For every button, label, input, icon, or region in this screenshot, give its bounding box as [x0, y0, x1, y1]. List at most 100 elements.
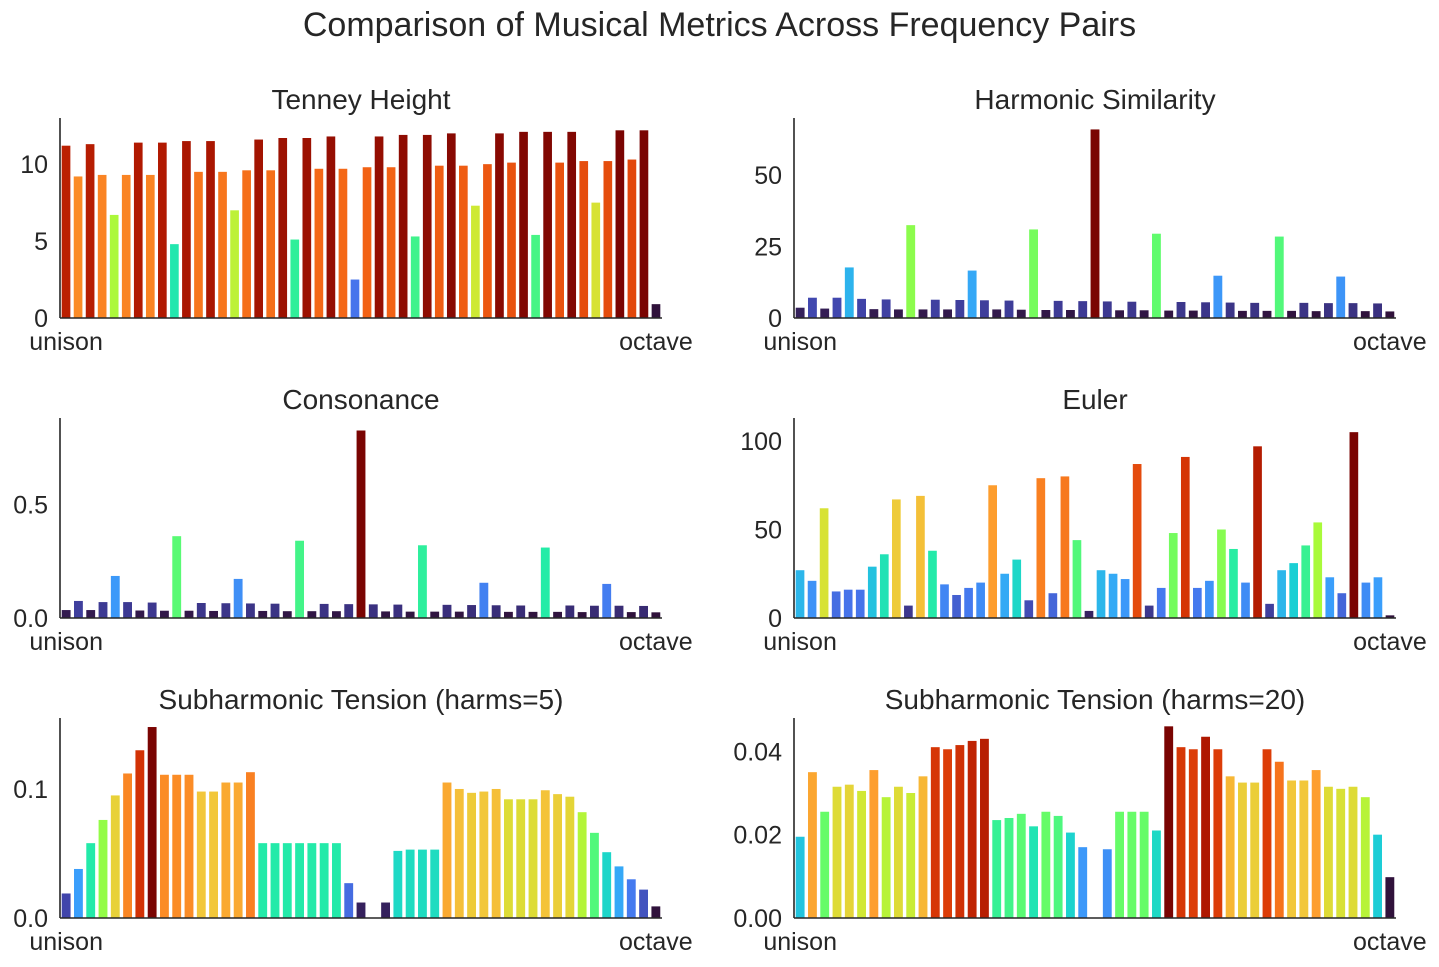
- bar: [1127, 811, 1137, 918]
- bar: [1012, 559, 1022, 618]
- bar: [943, 309, 952, 318]
- bar: [1066, 310, 1075, 318]
- bar: [1229, 548, 1238, 618]
- bar: [209, 610, 218, 618]
- bar: [326, 136, 336, 318]
- bar: [434, 165, 444, 318]
- bar: [233, 782, 243, 918]
- bar: [1373, 834, 1382, 918]
- bar: [1311, 311, 1321, 318]
- bar: [602, 852, 612, 918]
- chart-subharmonic-tension-5: Subharmonic Tension (harms=5) 0.0 0.1 uniso…: [13, 684, 692, 956]
- bar: [307, 843, 317, 918]
- bar: [350, 279, 360, 318]
- bar: [98, 602, 108, 618]
- bar: [270, 603, 280, 618]
- bar: [1066, 832, 1075, 918]
- bar: [1213, 749, 1223, 918]
- bar: [307, 611, 317, 618]
- bar: [844, 784, 854, 918]
- x-tick-label-octave: octave: [1353, 628, 1427, 656]
- y-tick-label: 10: [20, 151, 48, 179]
- bar: [1029, 229, 1038, 318]
- bar: [857, 298, 866, 318]
- bar: [338, 168, 348, 318]
- bar: [651, 304, 661, 318]
- y-tick-label: 0.0: [13, 905, 48, 933]
- bar: [1078, 847, 1088, 918]
- bar: [516, 799, 526, 918]
- bar: [565, 605, 575, 618]
- panel-title: Consonance: [282, 384, 439, 415]
- bar: [1004, 818, 1014, 918]
- bar: [614, 605, 624, 618]
- bar: [1016, 813, 1026, 918]
- bar: [1180, 456, 1190, 618]
- bar: [1225, 302, 1235, 318]
- bar: [614, 866, 624, 918]
- bar: [795, 307, 805, 318]
- bar: [980, 738, 989, 918]
- y-tick-label: 0.5: [13, 491, 48, 519]
- bar: [172, 536, 182, 618]
- x-tick-label-octave: octave: [1353, 928, 1427, 956]
- bar: [471, 205, 480, 318]
- bar: [209, 791, 218, 918]
- bar: [1139, 811, 1149, 918]
- bar: [254, 139, 263, 318]
- bar: [147, 602, 157, 618]
- bar: [121, 174, 131, 318]
- bar: [86, 610, 96, 618]
- bar: [184, 774, 194, 918]
- bar: [1176, 302, 1186, 318]
- bar: [904, 605, 913, 618]
- bar: [1373, 577, 1383, 618]
- bar: [123, 602, 132, 618]
- bar: [516, 605, 526, 618]
- bar: [943, 749, 952, 918]
- bar: [109, 214, 119, 318]
- bar: [967, 740, 977, 918]
- bar: [1301, 545, 1311, 618]
- bar: [405, 849, 415, 918]
- bar: [906, 225, 916, 318]
- bar: [184, 610, 194, 618]
- bar: [832, 786, 842, 918]
- bar: [1029, 826, 1038, 918]
- bar: [1041, 811, 1051, 918]
- bar: [405, 611, 415, 618]
- bar: [894, 309, 903, 318]
- bar: [992, 820, 1002, 918]
- bar: [430, 611, 440, 618]
- bar: [73, 176, 83, 318]
- bar: [290, 239, 300, 318]
- bar: [206, 141, 215, 318]
- bar: [639, 130, 649, 318]
- bar: [61, 145, 71, 318]
- bar: [955, 300, 965, 318]
- y-tick-label: 0: [34, 305, 48, 333]
- bar: [844, 267, 854, 318]
- y-tick-label: 0.02: [733, 822, 782, 850]
- bar: [879, 554, 889, 618]
- bar: [196, 603, 206, 618]
- bar: [362, 167, 372, 318]
- bar: [1274, 236, 1284, 318]
- bar: [603, 161, 613, 318]
- bar: [158, 142, 167, 318]
- bar: [531, 234, 540, 318]
- panel-title: Tenney Height: [271, 84, 450, 115]
- panel-title: Euler: [1062, 384, 1127, 415]
- bar: [1024, 600, 1034, 618]
- bar: [332, 843, 341, 918]
- bar: [1324, 303, 1333, 318]
- y-tick-label: 0.0: [13, 605, 48, 633]
- bar: [1115, 310, 1124, 318]
- bar: [258, 843, 268, 918]
- bar: [74, 868, 83, 918]
- bar: [393, 850, 403, 918]
- bar: [1238, 310, 1247, 318]
- bar: [1253, 446, 1262, 618]
- bar: [795, 836, 805, 918]
- x-tick-label-unison: unison: [29, 328, 103, 356]
